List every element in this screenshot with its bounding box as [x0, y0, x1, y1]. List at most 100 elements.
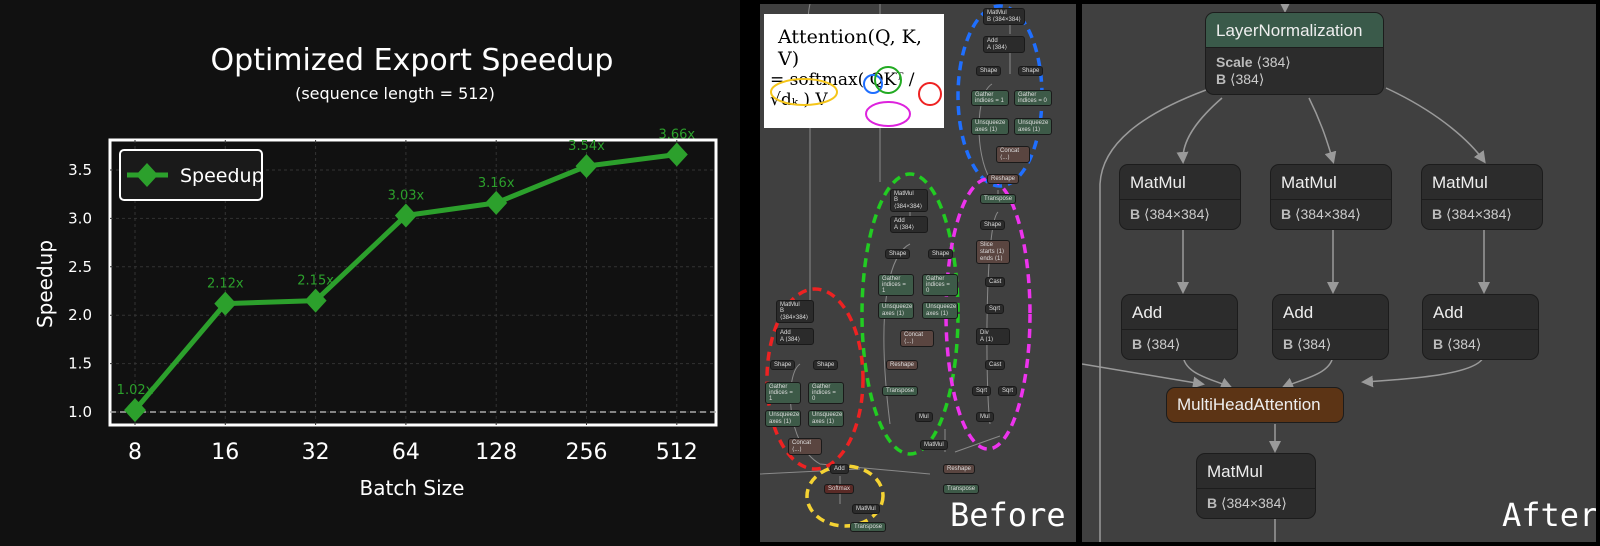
node-shape[interactable]: Shape [1018, 66, 1044, 76]
node-title: LayerNormalization [1206, 13, 1383, 48]
node-cast[interactable]: Cast [985, 277, 1006, 287]
diamond-marker-icon [136, 163, 158, 187]
svg-text:3.5: 3.5 [68, 161, 92, 179]
legend: Speedup [119, 149, 264, 201]
after-graph-panel: LayerNormalization Scale ⟨384⟩ B ⟨384⟩ Ma… [1082, 4, 1596, 542]
node-shape[interactable]: Shape [976, 66, 1002, 76]
node-softmax[interactable]: Softmax [824, 484, 855, 494]
node-reshape[interactable]: Reshape [987, 174, 1020, 184]
before-label: Before [950, 496, 1066, 534]
x-axis-label: Batch Size [360, 476, 465, 500]
node-layer-normalization[interactable]: LayerNormalization Scale ⟨384⟩ B ⟨384⟩ [1205, 12, 1384, 95]
node-add-v[interactable]: Add A ⟨384⟩ [776, 328, 814, 345]
node-matmul-k[interactable]: MatMul B ⟨384×384⟩ [1270, 164, 1392, 230]
before-graph-panel: Attention(Q, K, V) = softmax( QKᵀ / √dₖ … [760, 4, 1076, 542]
node-matmul-q[interactable]: MatMul B ⟨384×384⟩ [983, 8, 1025, 25]
svg-text:128: 128 [475, 440, 517, 465]
node-unsqueeze[interactable]: Unsqueeze axes ⟨1⟩ [1014, 118, 1052, 135]
node-slice[interactable]: Slice starts ⟨1⟩ ends ⟨1⟩ [976, 240, 1010, 264]
node-add-k[interactable]: Add B ⟨384⟩ [1272, 294, 1389, 360]
chart-svg: Optimized Export Speedup (sequence lengt… [33, 43, 718, 500]
svg-text:8: 8 [128, 440, 142, 465]
node-unsqueeze[interactable]: Unsqueeze axes ⟨1⟩ [808, 410, 844, 427]
node-concat[interactable]: Concat ⟨...⟩ [900, 330, 934, 347]
svg-text:16: 16 [211, 440, 239, 465]
node-matmul[interactable]: MatMul [920, 440, 948, 450]
node-matmul-q[interactable]: MatMul B ⟨384×384⟩ [1119, 164, 1241, 230]
node-shape[interactable]: Shape [770, 360, 796, 370]
legend-label: Speedup [180, 165, 264, 187]
node-unsqueeze[interactable]: Unsqueeze axes ⟨1⟩ [878, 302, 914, 319]
node-mul[interactable]: Mul [915, 412, 933, 422]
after-edges [1082, 4, 1490, 542]
node-transpose[interactable]: Transpose [980, 194, 1017, 204]
node-transpose[interactable]: Transpose [850, 522, 887, 532]
node-add-q[interactable]: Add A ⟨384⟩ [983, 36, 1025, 53]
node-sqrt[interactable]: Sqrt [972, 386, 992, 396]
node-unsqueeze[interactable]: Unsqueeze axes ⟨1⟩ [971, 118, 1009, 135]
svg-text:2.15x: 2.15x [297, 274, 334, 289]
node-matmul-k[interactable]: MatMul B ⟨384×384⟩ [890, 189, 928, 212]
svg-text:64: 64 [392, 440, 420, 465]
node-gather[interactable]: Gather indices = 1 [878, 274, 914, 296]
node-shape[interactable]: Shape [813, 360, 839, 370]
node-add[interactable]: Add [830, 464, 849, 474]
attention-formula: Attention(Q, K, V) = softmax( QKᵀ / √dₖ … [764, 14, 944, 128]
svg-text:2.5: 2.5 [68, 258, 92, 276]
node-concat[interactable]: Concat ⟨...⟩ [996, 146, 1030, 163]
node-multi-head-attention[interactable]: MultiHeadAttention [1166, 387, 1344, 423]
node-shape[interactable]: Shape [885, 249, 911, 259]
node-unsqueeze[interactable]: Unsqueeze axes ⟨1⟩ [765, 410, 801, 427]
svg-text:2.12x: 2.12x [207, 277, 244, 292]
svg-text:1.0: 1.0 [68, 403, 92, 421]
node-unsqueeze[interactable]: Unsqueeze axes ⟨1⟩ [922, 302, 958, 319]
node-transpose[interactable]: Transpose [882, 386, 919, 396]
node-gather[interactable]: Gather indices = 0 [808, 382, 844, 404]
node-matmul-v[interactable]: MatMul B ⟨384×384⟩ [1421, 164, 1543, 230]
y-axis-ticks: 1.0 1.5 2.0 2.5 3.0 3.5 [68, 161, 92, 421]
node-mul[interactable]: Mul [976, 412, 994, 422]
node-reshape[interactable]: Reshape [943, 464, 976, 474]
formula-highlights [770, 66, 942, 127]
node-shape[interactable]: Shape [928, 249, 954, 259]
node-matmul-out[interactable]: MatMul B ⟨384×384⟩ [1196, 453, 1316, 519]
node-gather[interactable]: Gather indices = 1 [765, 382, 801, 404]
red-highlight-region [765, 287, 865, 471]
after-label: After [1502, 496, 1596, 534]
speedup-chart: Optimized Export Speedup (sequence lengt… [0, 0, 740, 546]
node-add-k[interactable]: Add A ⟨384⟩ [890, 216, 928, 233]
data-labels: 1.02x 2.12x 2.15x 3.03x 3.16x 3.54x 3.66x [117, 128, 696, 399]
x-axis-ticks: 8 16 32 64 128 256 512 [128, 440, 698, 465]
svg-text:3.16x: 3.16x [478, 176, 515, 191]
node-add-q[interactable]: Add B ⟨384⟩ [1121, 294, 1238, 360]
node-cast[interactable]: Cast [985, 360, 1006, 370]
svg-text:512: 512 [656, 440, 698, 465]
node-matmul[interactable]: MatMul [852, 504, 880, 514]
green-highlight-region [860, 172, 960, 456]
magenta-highlight-region [944, 177, 1032, 451]
formula-line1: Attention(Q, K, V) [778, 26, 922, 70]
svg-text:32: 32 [302, 440, 330, 465]
node-matmul-v[interactable]: MatMul B ⟨384×384⟩ [776, 300, 814, 323]
node-transpose[interactable]: Transpose [943, 484, 980, 494]
svg-text:2.0: 2.0 [68, 306, 92, 324]
chart-subtitle: (sequence length = 512) [295, 84, 495, 103]
node-sqrt[interactable]: Sqrt [998, 386, 1018, 396]
chart-title: Optimized Export Speedup [211, 43, 614, 78]
svg-text:3.54x: 3.54x [568, 139, 605, 154]
node-add-v[interactable]: Add B ⟨384⟩ [1422, 294, 1539, 360]
speedup-markers [124, 142, 688, 423]
svg-text:1.5: 1.5 [68, 355, 92, 373]
node-div[interactable]: Div A ⟨1⟩ [976, 328, 1010, 345]
node-gather[interactable]: Gather indices = 0 [922, 274, 958, 296]
node-gather[interactable]: Gather indices = 0 [1014, 90, 1052, 106]
node-gather[interactable]: Gather indices = 1 [971, 90, 1009, 106]
node-concat[interactable]: Concat ⟨...⟩ [788, 438, 822, 455]
node-reshape[interactable]: Reshape [886, 360, 919, 370]
node-sqrt[interactable]: Sqrt [985, 304, 1005, 314]
svg-text:3.0: 3.0 [68, 209, 92, 227]
svg-text:256: 256 [566, 440, 608, 465]
svg-text:3.03x: 3.03x [388, 188, 425, 203]
svg-text:3.66x: 3.66x [658, 128, 695, 143]
node-shape[interactable]: Shape [980, 220, 1006, 230]
